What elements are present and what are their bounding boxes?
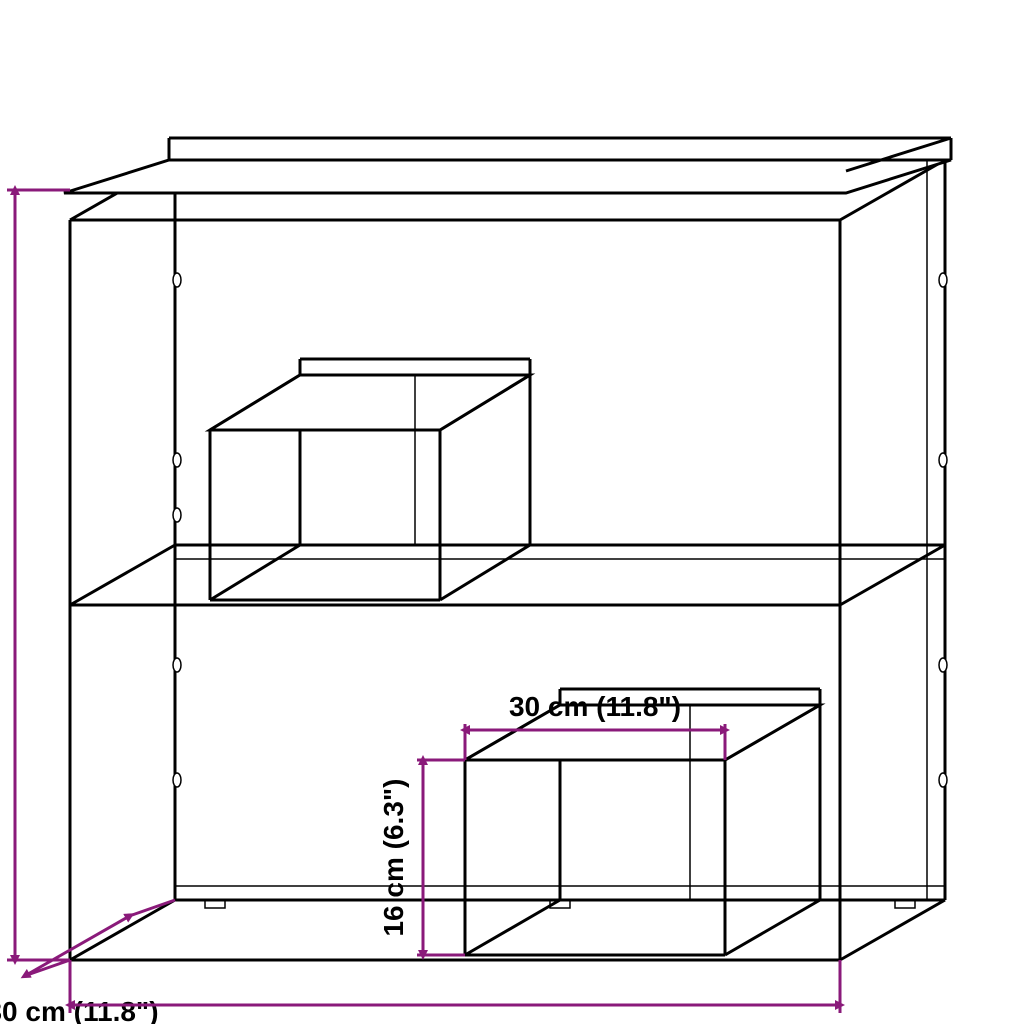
- dim-stool-width-label: 30 cm (11.8"): [509, 691, 681, 722]
- dim-width-label: 90 cm (35.4"): [368, 1020, 542, 1024]
- dim-stool-height-label: 16 cm (6.3"): [378, 778, 409, 936]
- dim-depth-line: [25, 916, 130, 976]
- dim-depth-label: 30 cm (11.8"): [0, 996, 159, 1024]
- dimension-drawing: 70 cm (27.6")30 cm (11.8")90 cm (35.4")3…: [0, 0, 1024, 1024]
